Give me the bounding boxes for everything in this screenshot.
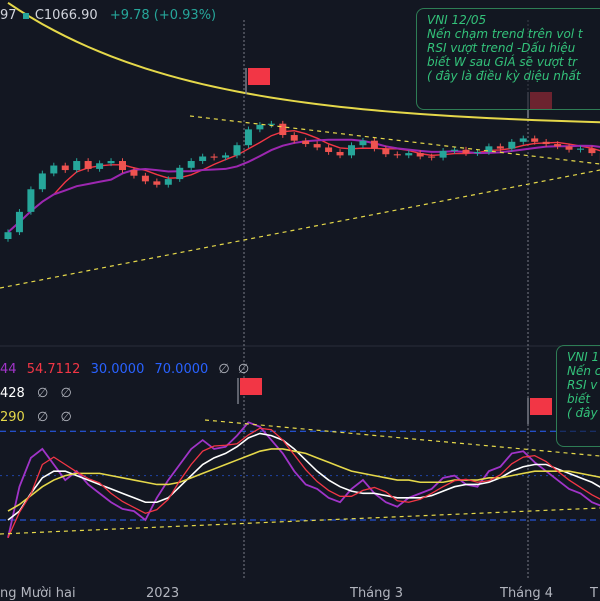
candle-body	[142, 176, 149, 182]
x-axis-label: T	[590, 586, 598, 601]
na-value: ∅	[37, 386, 48, 401]
candle-body	[382, 149, 389, 155]
candle-body	[73, 161, 80, 170]
candle-body	[176, 168, 183, 179]
note-line: biết W sau GIÁ sẽ vượt tr	[427, 55, 600, 69]
rsi-legend-row: 44 54.7112 30.0000 70.0000 ∅ ∅	[0, 362, 249, 377]
x-axis-label: 2023	[146, 586, 179, 601]
candle-body	[566, 146, 573, 149]
candle-body	[211, 156, 218, 157]
annotation-note-main[interactable]: VNI 12/05 Nến chạm trend trên vol t RSI …	[416, 8, 600, 110]
note-line: ( đây	[567, 406, 600, 420]
candle-body	[371, 141, 378, 149]
candle-body	[474, 152, 481, 153]
candle-body	[348, 145, 355, 155]
candle-body	[279, 124, 286, 135]
candle-body	[119, 161, 126, 170]
candle-body	[245, 129, 252, 145]
rsi-value: 428	[0, 386, 25, 401]
note-line: ( đây là điều kỳ diệu nhất	[427, 69, 600, 83]
candle-body	[588, 149, 595, 154]
candle-body	[520, 138, 527, 141]
candle-body	[199, 156, 206, 161]
close-value: C1066.90	[35, 8, 98, 23]
candle-body	[508, 142, 515, 149]
candle-body	[497, 146, 504, 148]
candle-body	[325, 147, 332, 152]
header-ohlc: 97 C1066.90 +9.78 (+0.93%)	[0, 8, 216, 23]
candle-body	[291, 135, 298, 141]
candle-body	[394, 154, 401, 155]
candle-body	[440, 151, 447, 158]
candle-body	[451, 150, 458, 151]
ohlc-tail: 97	[0, 8, 17, 23]
candle-body	[577, 149, 584, 150]
na-value: ∅	[238, 362, 249, 377]
x-axis-label: ng Mười hai	[0, 586, 76, 601]
note-line: VNI 1	[567, 350, 600, 364]
rsi-legend-row: 428 ∅ ∅	[0, 386, 72, 401]
candle-body	[130, 170, 137, 176]
annotation-note-rsi[interactable]: VNI 1 Nến c RSI v biết ( đây	[556, 345, 600, 447]
candle-body	[85, 161, 92, 169]
flag-icon	[240, 378, 262, 395]
candle-body	[359, 141, 366, 146]
candle-body	[531, 138, 538, 141]
candle-body	[405, 153, 412, 155]
candle-body	[39, 173, 46, 189]
candle-body	[543, 142, 550, 144]
rsi-value: 44	[0, 362, 17, 377]
candle-body	[234, 145, 241, 155]
candle-body	[165, 179, 172, 185]
na-value: ∅	[60, 410, 71, 425]
candle-body	[337, 152, 344, 155]
candle-body	[554, 144, 561, 146]
rsi-band-low: 30.0000	[91, 362, 145, 377]
flag-icon	[530, 398, 552, 415]
rsi-band-high: 70.0000	[155, 362, 209, 377]
candle-body	[463, 150, 470, 153]
note-line: VNI 12/05	[427, 13, 600, 27]
candle-body	[62, 166, 69, 171]
rsi-value: 290	[0, 410, 25, 425]
note-line: biết	[567, 392, 600, 406]
note-line: Nến chạm trend trên vol t	[427, 27, 600, 41]
x-axis-label: Tháng 4	[500, 586, 553, 601]
candle-body	[314, 144, 321, 147]
candle-body	[268, 124, 275, 125]
na-value: ∅	[218, 362, 229, 377]
candle-body	[222, 155, 229, 157]
candle-body	[5, 232, 12, 239]
na-value: ∅	[60, 386, 71, 401]
candle-body	[302, 141, 309, 144]
candle-body	[417, 153, 424, 156]
na-value: ∅	[37, 410, 48, 425]
candle-body	[256, 125, 263, 130]
change-value: +9.78 (+0.93%)	[110, 8, 216, 23]
rsi-value: 54.7112	[27, 362, 81, 377]
note-line: RSI v	[567, 378, 600, 392]
candle-body	[96, 163, 103, 169]
candle-body	[153, 181, 160, 184]
candle-body	[16, 212, 23, 232]
candle-body	[27, 189, 34, 212]
note-line: RSI vượt trend -Dấu hiệu	[427, 41, 600, 55]
x-axis-label: Tháng 3	[350, 586, 403, 601]
candle-body	[108, 161, 115, 163]
note-line: Nến c	[567, 364, 600, 378]
candle-body	[428, 156, 435, 157]
rsi-legend-row: 290 ∅ ∅	[0, 410, 72, 425]
flag-icon	[248, 68, 270, 85]
candle-body	[188, 161, 195, 168]
candle-body	[50, 166, 57, 174]
